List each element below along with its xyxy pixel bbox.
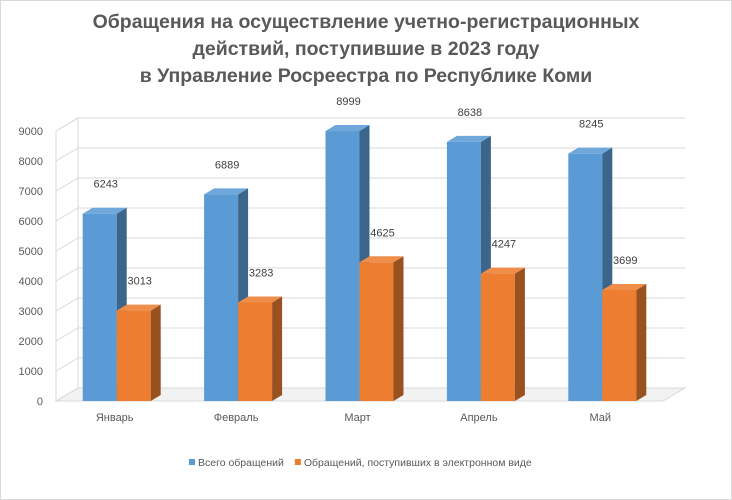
bar-top bbox=[568, 147, 613, 154]
y-tick-label: 4000 bbox=[19, 276, 43, 288]
data-label: 6243 bbox=[93, 179, 117, 191]
bar bbox=[238, 302, 273, 401]
data-label: 6889 bbox=[215, 159, 239, 171]
x-axis: Январь Февраль Март Апрель Май bbox=[96, 412, 611, 424]
bar-top bbox=[204, 188, 249, 195]
y-tick-label: 7000 bbox=[19, 186, 43, 198]
bar-side bbox=[272, 296, 283, 401]
bar-side bbox=[393, 256, 404, 401]
y-tick-label: 0 bbox=[37, 396, 43, 408]
bar-side bbox=[150, 304, 161, 401]
bar bbox=[325, 131, 360, 401]
y-tick-label: 3000 bbox=[19, 306, 43, 318]
bar-top bbox=[238, 296, 283, 303]
data-label: 3699 bbox=[613, 255, 637, 267]
y-tick-label: 5000 bbox=[19, 246, 43, 258]
chart-title-line-1: Обращения на осуществление учетно-регист… bbox=[92, 11, 640, 33]
x-tick-label: Март bbox=[344, 412, 370, 424]
y-tick-label: 6000 bbox=[19, 216, 43, 228]
legend-swatch bbox=[189, 459, 195, 465]
data-label: 8999 bbox=[336, 96, 360, 108]
bar-top bbox=[480, 267, 525, 274]
gridline bbox=[55, 117, 685, 132]
bar-top bbox=[446, 135, 491, 142]
bar bbox=[204, 194, 239, 401]
bar-top bbox=[325, 125, 370, 132]
x-tick-label: Апрель bbox=[460, 412, 498, 424]
chart-title: Обращения на осуществление учетно-регист… bbox=[1, 9, 731, 90]
bar-top bbox=[116, 304, 161, 311]
data-label: 4247 bbox=[492, 239, 516, 251]
bar-side bbox=[514, 267, 525, 401]
chart-title-line-2: действий, поступившие в 2023 году bbox=[192, 38, 540, 60]
data-label: 8245 bbox=[579, 119, 603, 131]
legend-label: Всего обращений bbox=[198, 457, 284, 469]
x-tick-label: Январь bbox=[96, 412, 134, 424]
bar-top bbox=[602, 284, 647, 291]
y-tick-label: 1000 bbox=[19, 366, 43, 378]
bar-top bbox=[82, 207, 127, 214]
bar-top bbox=[359, 256, 404, 263]
bar bbox=[446, 141, 481, 402]
data-label: 3013 bbox=[127, 276, 151, 288]
bars bbox=[82, 125, 647, 402]
data-label: 8638 bbox=[458, 107, 482, 119]
data-label: 3283 bbox=[249, 268, 273, 280]
y-tick-label: 8000 bbox=[19, 156, 43, 168]
legend: Всего обращений Обращений, поступивших в … bbox=[189, 457, 532, 469]
data-labels: 6243 3013 6889 3283 8999 4625 8638 4247 8245 3699 bbox=[93, 96, 637, 288]
y-axis: 0 1000 2000 3000 4000 5000 6000 7000 8000 9000 bbox=[19, 126, 43, 408]
x-tick-label: Февраль bbox=[214, 412, 259, 424]
bar bbox=[82, 213, 117, 401]
bar bbox=[568, 153, 603, 401]
y-tick-label: 2000 bbox=[19, 336, 43, 348]
x-tick-label: Май bbox=[590, 412, 612, 424]
legend-label: Обращений, поступивших в электронном вид… bbox=[304, 457, 532, 469]
legend-swatch bbox=[294, 459, 301, 465]
bar bbox=[602, 290, 637, 401]
bar bbox=[359, 262, 394, 401]
bar bbox=[116, 310, 151, 401]
chart-side-wall bbox=[55, 117, 79, 402]
data-label: 4625 bbox=[370, 227, 394, 239]
bar bbox=[480, 273, 515, 401]
bar-side bbox=[636, 284, 647, 401]
chart-title-line-3: в Управление Росреестра по Республике Ко… bbox=[139, 65, 593, 87]
y-tick-label: 9000 bbox=[19, 126, 43, 138]
